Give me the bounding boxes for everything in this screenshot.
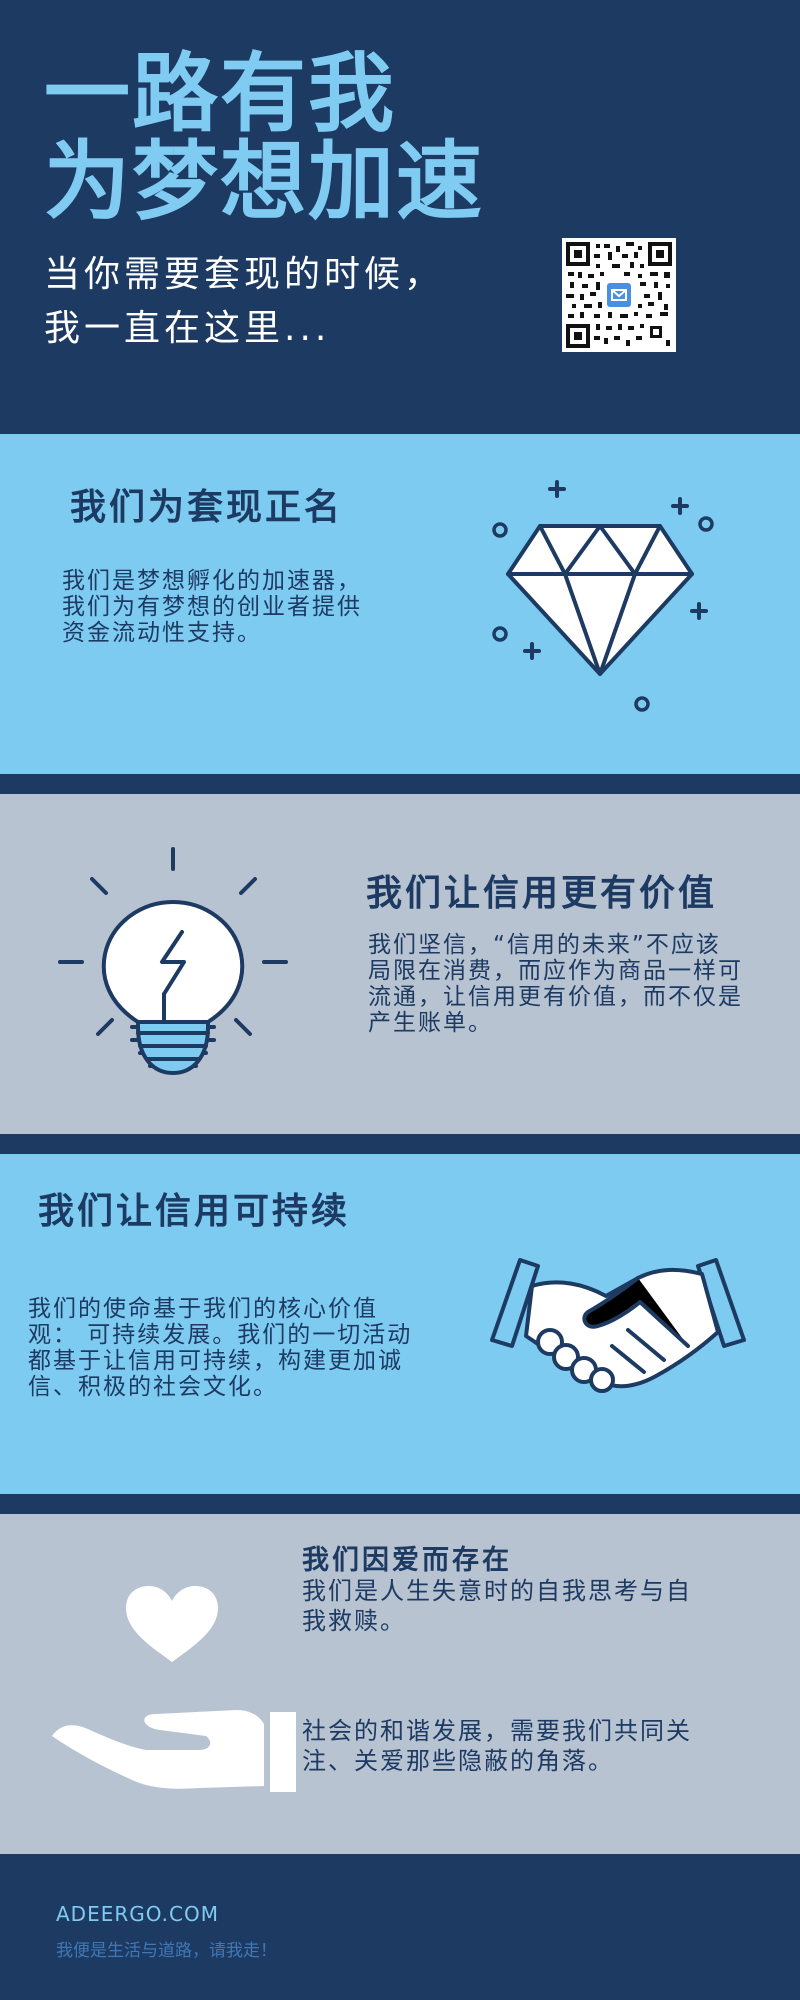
section-2-line-1: 我们坚信，“信用的未来”不应该: [368, 932, 721, 958]
handshake-icon: [490, 1258, 746, 1393]
diamond-icon: [492, 480, 714, 712]
section-4-line-2: 我救赎。: [302, 1607, 406, 1635]
section-3-line-2: 观： 可持续发展。我们的一切活动: [28, 1322, 413, 1348]
heart-icon: [126, 1586, 218, 1662]
section-4-body-2: 社会的和谐发展，需要我们共同关 注、关爱那些隐蔽的角落。: [302, 1716, 772, 1776]
section-2-heading: 我们让信用更有价值: [366, 873, 718, 914]
qr-code-icon: [566, 242, 672, 348]
section-legitimize: 我们为套现正名 我们是梦想孵化的加速器， 我们为有梦想的创业者提供 资金流动性支…: [0, 434, 800, 774]
section-1-line-2: 我们为有梦想的创业者提供: [62, 594, 362, 620]
title-line-1: 一路有我: [44, 44, 396, 144]
section-4-line-1: 我们是人生失意时的自我思考与自: [302, 1577, 692, 1605]
section-4-line-4: 注、关爱那些隐蔽的角落。: [302, 1747, 614, 1775]
section-1-heading: 我们为套现正名: [70, 487, 344, 528]
section-3-body: 我们的使命基于我们的核心价值 观： 可持续发展。我们的一切活动 都基于让信用可持…: [28, 1296, 478, 1400]
section-4-line-3: 社会的和谐发展，需要我们共同关: [302, 1717, 692, 1745]
subtitle-line-1: 当你需要套现的时候，: [44, 254, 445, 295]
section-1-line-3: 资金流动性支持。: [62, 620, 262, 646]
page-subtitle: 当你需要套现的时候， 我一直在这里...: [44, 248, 524, 356]
section-3-line-4: 信、积极的社会文化。: [28, 1374, 278, 1400]
footer-tagline: 我便是生活与道路，请我走！: [56, 1941, 277, 1961]
section-2-body: 我们坚信，“信用的未来”不应该 局限在消费，而应作为商品一样可 流通，让信用更有…: [368, 932, 768, 1036]
section-2-line-4: 产生账单。: [368, 1010, 493, 1036]
section-credit-value: 我们让信用更有价值 我们坚信，“信用的未来”不应该 局限在消费，而应作为商品一样…: [0, 794, 800, 1134]
section-2-line-2: 局限在消费，而应作为商品一样可: [368, 958, 743, 984]
section-3-heading: 我们让信用可持续: [38, 1191, 351, 1232]
section-4-heading: 我们因爱而存在: [302, 1545, 512, 1576]
section-3-line-3: 都基于让信用可持续，构建更加诚: [28, 1348, 403, 1374]
section-3-line-1: 我们的使命基于我们的核心价值: [28, 1296, 378, 1322]
section-love: 我们因爱而存在 我们是人生失意时的自我思考与自 我救赎。 社会的和谐发展，需要我…: [0, 1514, 800, 1854]
lightbulb-icon: [58, 847, 288, 1075]
hand-icon: [52, 1710, 296, 1792]
subtitle-line-2: 我一直在这里...: [44, 308, 331, 349]
qr-code[interactable]: [562, 238, 676, 352]
section-1-body: 我们是梦想孵化的加速器， 我们为有梦想的创业者提供 资金流动性支持。: [62, 568, 442, 646]
section-4-body-1: 我们是人生失意时的自我思考与自 我救赎。: [302, 1576, 772, 1636]
section-2-line-3: 流通，让信用更有价值，而不仅是: [368, 984, 743, 1010]
title-line-2: 为梦想加速: [44, 132, 484, 232]
footer-website-link[interactable]: ADEERGO.COM: [56, 1902, 220, 1926]
page-title: 一路有我 为梦想加速: [44, 50, 604, 226]
section-1-line-1: 我们是梦想孵化的加速器，: [62, 568, 362, 594]
section-sustainable: 我们让信用可持续 我们的使命基于我们的核心价值 观： 可持续发展。我们的一切活动…: [0, 1154, 800, 1494]
